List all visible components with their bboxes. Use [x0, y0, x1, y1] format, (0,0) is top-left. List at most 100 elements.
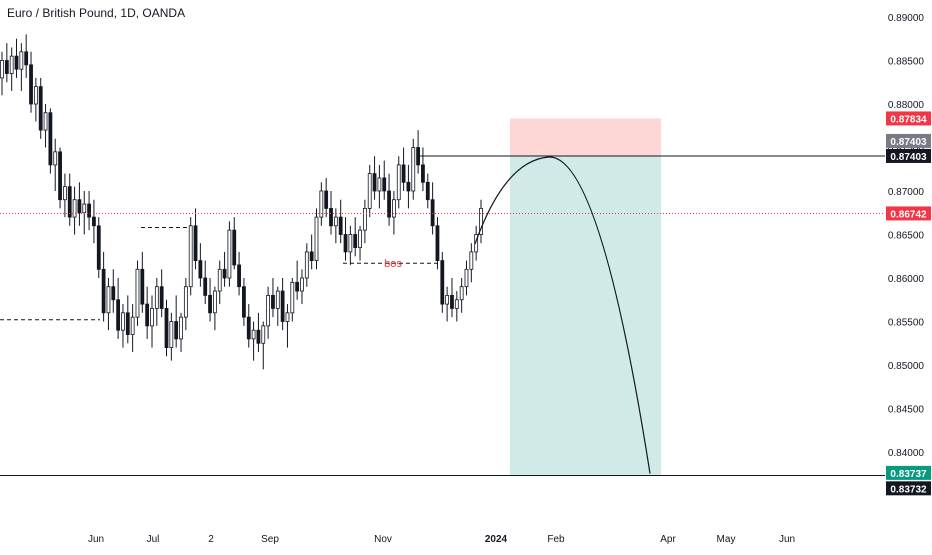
- candle-body: [208, 294, 212, 314]
- candle-body: [198, 260, 203, 279]
- candle-body: [445, 294, 450, 305]
- candle-body: [212, 290, 217, 314]
- candle-body: [33, 86, 38, 105]
- candle-body: [367, 173, 372, 209]
- x-tick-label: 2024: [485, 534, 508, 545]
- candle-body: [416, 147, 421, 166]
- chart-title: Euro / British Pound, 1D, OANDA: [7, 6, 186, 20]
- y-tick-label: 0.86000: [888, 274, 925, 285]
- candle-body: [256, 329, 261, 344]
- candle-body: [338, 216, 343, 235]
- y-tick-label: 0.85500: [888, 318, 925, 329]
- candle-body: [4, 60, 9, 74]
- price-badge-entry-gray: [886, 133, 931, 148]
- candle-body: [72, 199, 77, 218]
- candle-body: [377, 177, 382, 192]
- candle-body: [77, 199, 82, 214]
- candle-body: [222, 268, 227, 279]
- candle-body: [106, 286, 111, 314]
- candle-body: [304, 251, 309, 279]
- candle-body: [295, 281, 300, 292]
- candle-body: [217, 268, 222, 292]
- candle-body: [454, 299, 459, 309]
- candle-body: [479, 207, 483, 235]
- candle-body: [329, 207, 333, 227]
- candle-body: [421, 164, 425, 183]
- price-badge-label: 0.87403: [890, 137, 927, 148]
- candle-body: [469, 251, 474, 270]
- candle-body: [14, 55, 19, 70]
- candle-body: [193, 225, 198, 262]
- x-tick-label: Apr: [660, 534, 676, 545]
- candle-body: [87, 203, 91, 218]
- candle-body: [411, 147, 416, 192]
- candle-body: [116, 299, 121, 331]
- candle-body: [430, 199, 435, 227]
- x-tick-label: 2: [208, 534, 214, 545]
- candle-body: [435, 225, 440, 262]
- price-badge-label: 0.87834: [890, 114, 927, 125]
- candle-body: [140, 268, 145, 305]
- candle-body: [275, 290, 280, 309]
- candle-body: [324, 190, 329, 209]
- candle-body: [372, 173, 377, 192]
- y-tick-label: 0.89000: [888, 13, 925, 24]
- candle-body: [246, 316, 251, 340]
- candle-body: [392, 199, 396, 218]
- candle-body: [174, 321, 179, 340]
- stop-loss-zone[interactable]: [510, 118, 661, 156]
- candle-body: [319, 190, 324, 218]
- candle-body: [9, 55, 14, 74]
- y-tick-label: 0.86500: [888, 231, 925, 242]
- candle-body: [440, 260, 445, 305]
- candle-body: [203, 277, 208, 296]
- candle-body: [459, 286, 464, 301]
- candle-body: [396, 164, 401, 201]
- candle-body: [406, 181, 411, 192]
- candle-body: [401, 164, 406, 183]
- candle-body: [242, 286, 246, 318]
- candle-body: [111, 286, 116, 301]
- bos-label: bos: [384, 258, 402, 270]
- candle-body: [0, 60, 4, 79]
- candle-body: [450, 294, 454, 309]
- candle-body: [314, 216, 319, 262]
- candle-body: [188, 225, 193, 288]
- candle-body: [280, 290, 285, 322]
- price-badge-label: 0.86742: [890, 209, 927, 220]
- price-badge-target-dark: [886, 481, 931, 496]
- candle-body: [38, 86, 43, 131]
- candle-body: [48, 112, 53, 166]
- candle-body: [232, 229, 237, 266]
- candle-body: [261, 325, 266, 344]
- candle-body: [101, 268, 106, 314]
- candle-body: [96, 225, 101, 270]
- price-badge-stop: [886, 111, 931, 126]
- x-tick-label: Feb: [547, 534, 565, 545]
- x-tick-label: Jul: [147, 534, 160, 545]
- take-profit-zone[interactable]: [510, 155, 661, 475]
- candle-body: [358, 229, 362, 248]
- candle-body: [62, 186, 67, 201]
- projection-curve[interactable]: [474, 156, 651, 474]
- candle-body: [19, 51, 24, 70]
- candle-body: [179, 316, 183, 340]
- candle-body: [290, 281, 295, 314]
- candle-body: [285, 312, 290, 322]
- y-tick-label: 0.84000: [888, 448, 925, 459]
- price-badge-label: 0.83732: [890, 484, 927, 495]
- y-tick-label: 0.85000: [888, 361, 925, 372]
- candle-body: [343, 234, 348, 253]
- price-badge-label: 0.87403: [890, 152, 927, 163]
- candle-body: [43, 112, 48, 131]
- candle-body: [58, 151, 62, 201]
- x-tick-label: Nov: [374, 534, 392, 545]
- price-badge-entry-dark: [886, 148, 931, 163]
- candle-body: [53, 151, 58, 166]
- candle-body: [24, 51, 29, 66]
- candle-body: [300, 277, 304, 292]
- candle-body: [164, 308, 169, 349]
- candle-body: [464, 268, 469, 288]
- candle-body: [150, 308, 154, 327]
